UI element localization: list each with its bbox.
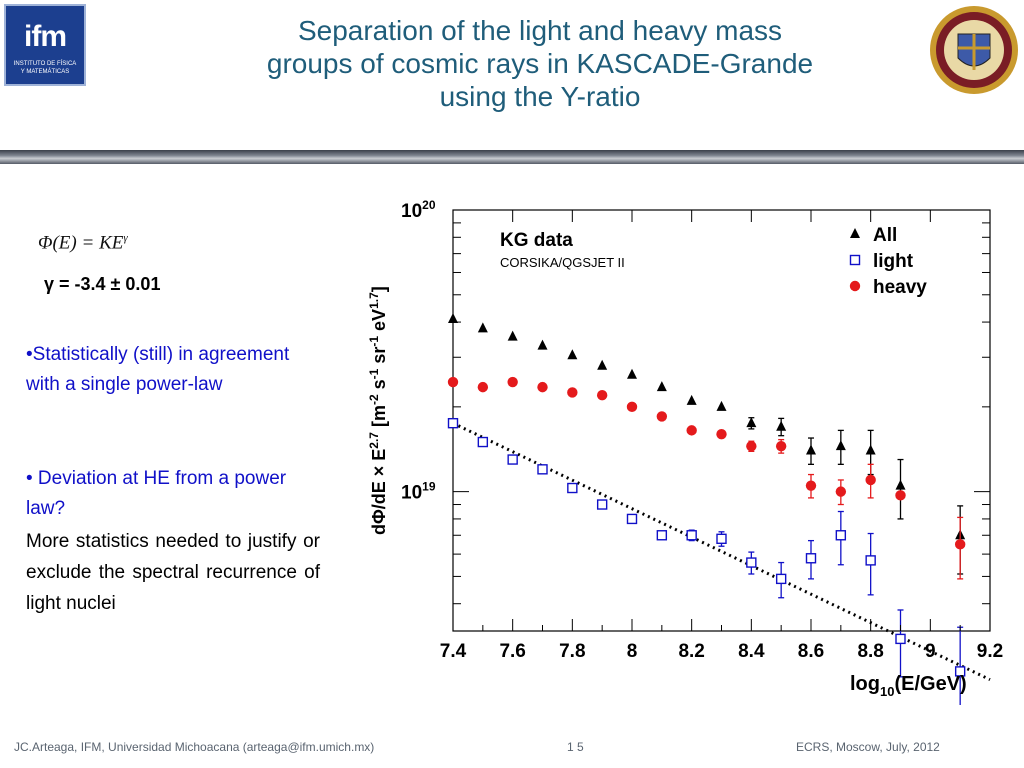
plot-frame <box>452 209 991 632</box>
university-seal-icon <box>930 6 1018 94</box>
energy-spectrum-chart: 7.4 7.6 7.8 8 8.2 8.4 8.6 8.8 9 9.2 1019 1020 KG da… <box>367 198 1003 705</box>
heavy-point <box>567 387 578 398</box>
all-point <box>656 381 667 392</box>
all-point <box>806 444 816 455</box>
y-tick-label: 1019 <box>401 480 436 504</box>
slide-title: Separation of the light and heavy mass g… <box>266 15 814 112</box>
heavy-point <box>626 401 638 413</box>
footer-author: JC.Arteaga, IFM, Universidad Michoacana … <box>14 740 375 754</box>
x-tick-label: 9.2 <box>977 641 1003 662</box>
light-point <box>954 666 966 677</box>
heavy-point <box>849 280 861 292</box>
x-tick-label: 8.4 <box>738 641 765 662</box>
light-point <box>626 513 638 525</box>
light-point <box>865 555 876 566</box>
ifm-logo-subtitle: INSTITUTO DE FÍSICA Y MATEMÁTICAS <box>13 61 77 75</box>
x-tick-label: 9 <box>925 641 936 662</box>
all-point <box>835 440 846 451</box>
all-point <box>537 339 548 350</box>
chart-title: KG data <box>500 230 573 251</box>
y-tick-label: 1020 <box>401 198 436 222</box>
all-point <box>865 444 876 455</box>
footer-conference: ECRS, Moscow, July, 2012 <box>796 740 940 754</box>
light-point <box>686 530 697 541</box>
x-tick-label: 8.2 <box>678 641 704 662</box>
light-point <box>835 530 847 541</box>
x-tick-label: 8.6 <box>798 641 824 662</box>
x-tick-label: 7.6 <box>499 641 525 662</box>
heavy-point <box>686 425 697 436</box>
light-point <box>567 482 578 494</box>
heavy-point <box>596 389 608 401</box>
heavy-point <box>895 490 906 501</box>
all-point <box>627 368 637 379</box>
legend-label-light: light <box>873 251 914 272</box>
heavy-point <box>477 381 489 393</box>
light-point <box>447 417 459 429</box>
all-point <box>507 330 518 341</box>
light-point <box>849 254 861 266</box>
heavy-point <box>447 376 459 388</box>
x-tick-label: 8.8 <box>857 641 883 662</box>
light-point <box>656 530 668 541</box>
x-tick-label: 8 <box>627 641 638 662</box>
all-point <box>716 400 727 411</box>
light-point <box>805 553 817 564</box>
chart-subtitle: CORSIKA/QGSJET II <box>500 255 625 270</box>
light-point <box>537 464 548 475</box>
x-tick-label: 7.4 <box>440 641 467 662</box>
ifm-logo-text: ifm <box>24 20 67 53</box>
title-divider <box>0 150 1024 164</box>
light-point <box>775 573 787 585</box>
ifm-logo: ifm INSTITUTO DE FÍSICA Y MATEMÁTICAS <box>4 4 86 86</box>
legend-label-All: All <box>873 225 897 246</box>
x-tick-label: 7.8 <box>559 641 585 662</box>
y-axis-label: dΦ/dE × E2.7 [m-2 s-1 sr-1 eV1.7] <box>367 286 389 535</box>
heavy-point <box>716 428 727 440</box>
all-point <box>597 359 608 370</box>
heavy-point <box>805 480 817 491</box>
power-law-fit-line <box>452 421 991 681</box>
all-point <box>448 313 458 324</box>
light-point <box>507 454 518 465</box>
heavy-point <box>954 539 966 550</box>
all-point <box>477 322 488 333</box>
all-point <box>567 349 578 360</box>
light-point <box>746 557 757 568</box>
heavy-point <box>537 381 548 393</box>
legend-label-heavy: heavy <box>873 277 927 298</box>
all-point <box>686 394 697 405</box>
power-law-formula: Φ(E) = KEγ <box>38 232 128 254</box>
gamma-value: γ = -3.4 ± 0.01 <box>44 274 161 294</box>
all-point <box>850 228 860 238</box>
light-point <box>477 436 489 448</box>
light-point <box>716 533 727 545</box>
footer-page-number: 1 5 <box>567 740 584 754</box>
light-point <box>895 633 906 645</box>
heavy-point <box>746 440 757 452</box>
x-axis-label: log10(E/GeV) <box>850 673 967 699</box>
heavy-point <box>775 440 787 452</box>
all-point <box>746 417 757 428</box>
all-point <box>776 420 787 431</box>
heavy-point <box>507 376 518 388</box>
heavy-point <box>835 486 847 497</box>
statistics-paragraph: More statistics needed to justify or exc… <box>26 531 320 614</box>
heavy-point <box>656 411 668 422</box>
light-point <box>596 499 608 510</box>
all-point <box>895 479 906 490</box>
bullet-statistically: •Statistically (still) in agreement with… <box>26 344 290 395</box>
bullet-deviation: • Deviation at HE from a power law? <box>26 468 287 519</box>
heavy-point <box>865 474 876 486</box>
